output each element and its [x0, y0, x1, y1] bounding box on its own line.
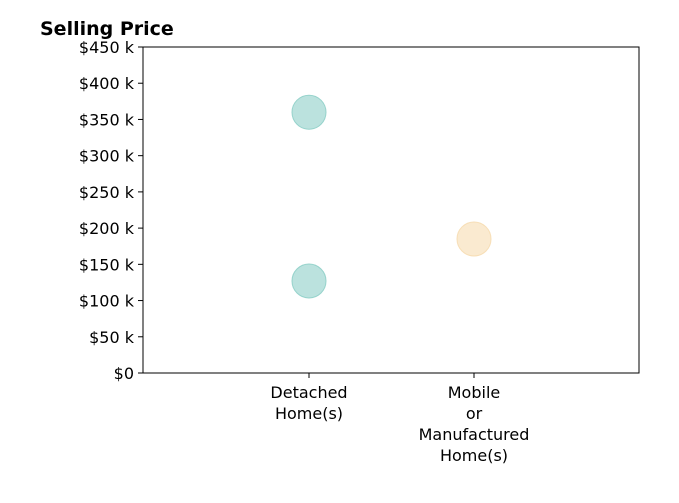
y-tick-label: $250 k [79, 183, 135, 202]
x-tick-label: Detached Home(s) [270, 383, 347, 423]
data-point [291, 94, 327, 130]
data-points [291, 94, 492, 299]
y-tick-label: $300 k [79, 147, 135, 166]
y-tick-label: $150 k [79, 255, 135, 274]
data-point [291, 263, 327, 299]
y-tick-label: $0 [114, 364, 134, 383]
x-tick-label: Mobile or Manufactured Home(s) [419, 383, 530, 465]
y-tick-label: $100 k [79, 292, 135, 311]
y-tick-label: $50 k [89, 328, 135, 347]
y-tick-label: $350 k [79, 110, 135, 129]
x-axis: Detached Home(s) Mobile or Manufactured Home(… [270, 373, 529, 465]
y-tick-label: $200 k [79, 219, 135, 238]
y-tick-label: $450 k [79, 38, 135, 57]
data-point [456, 221, 492, 257]
y-tick-label: $400 k [79, 74, 135, 93]
y-axis: $0 $50 k $100 k $150 k $200 k $250 k $300 k $35… [79, 38, 143, 383]
chart-title: Selling Price [40, 18, 174, 40]
plot-frame [142, 46, 640, 374]
